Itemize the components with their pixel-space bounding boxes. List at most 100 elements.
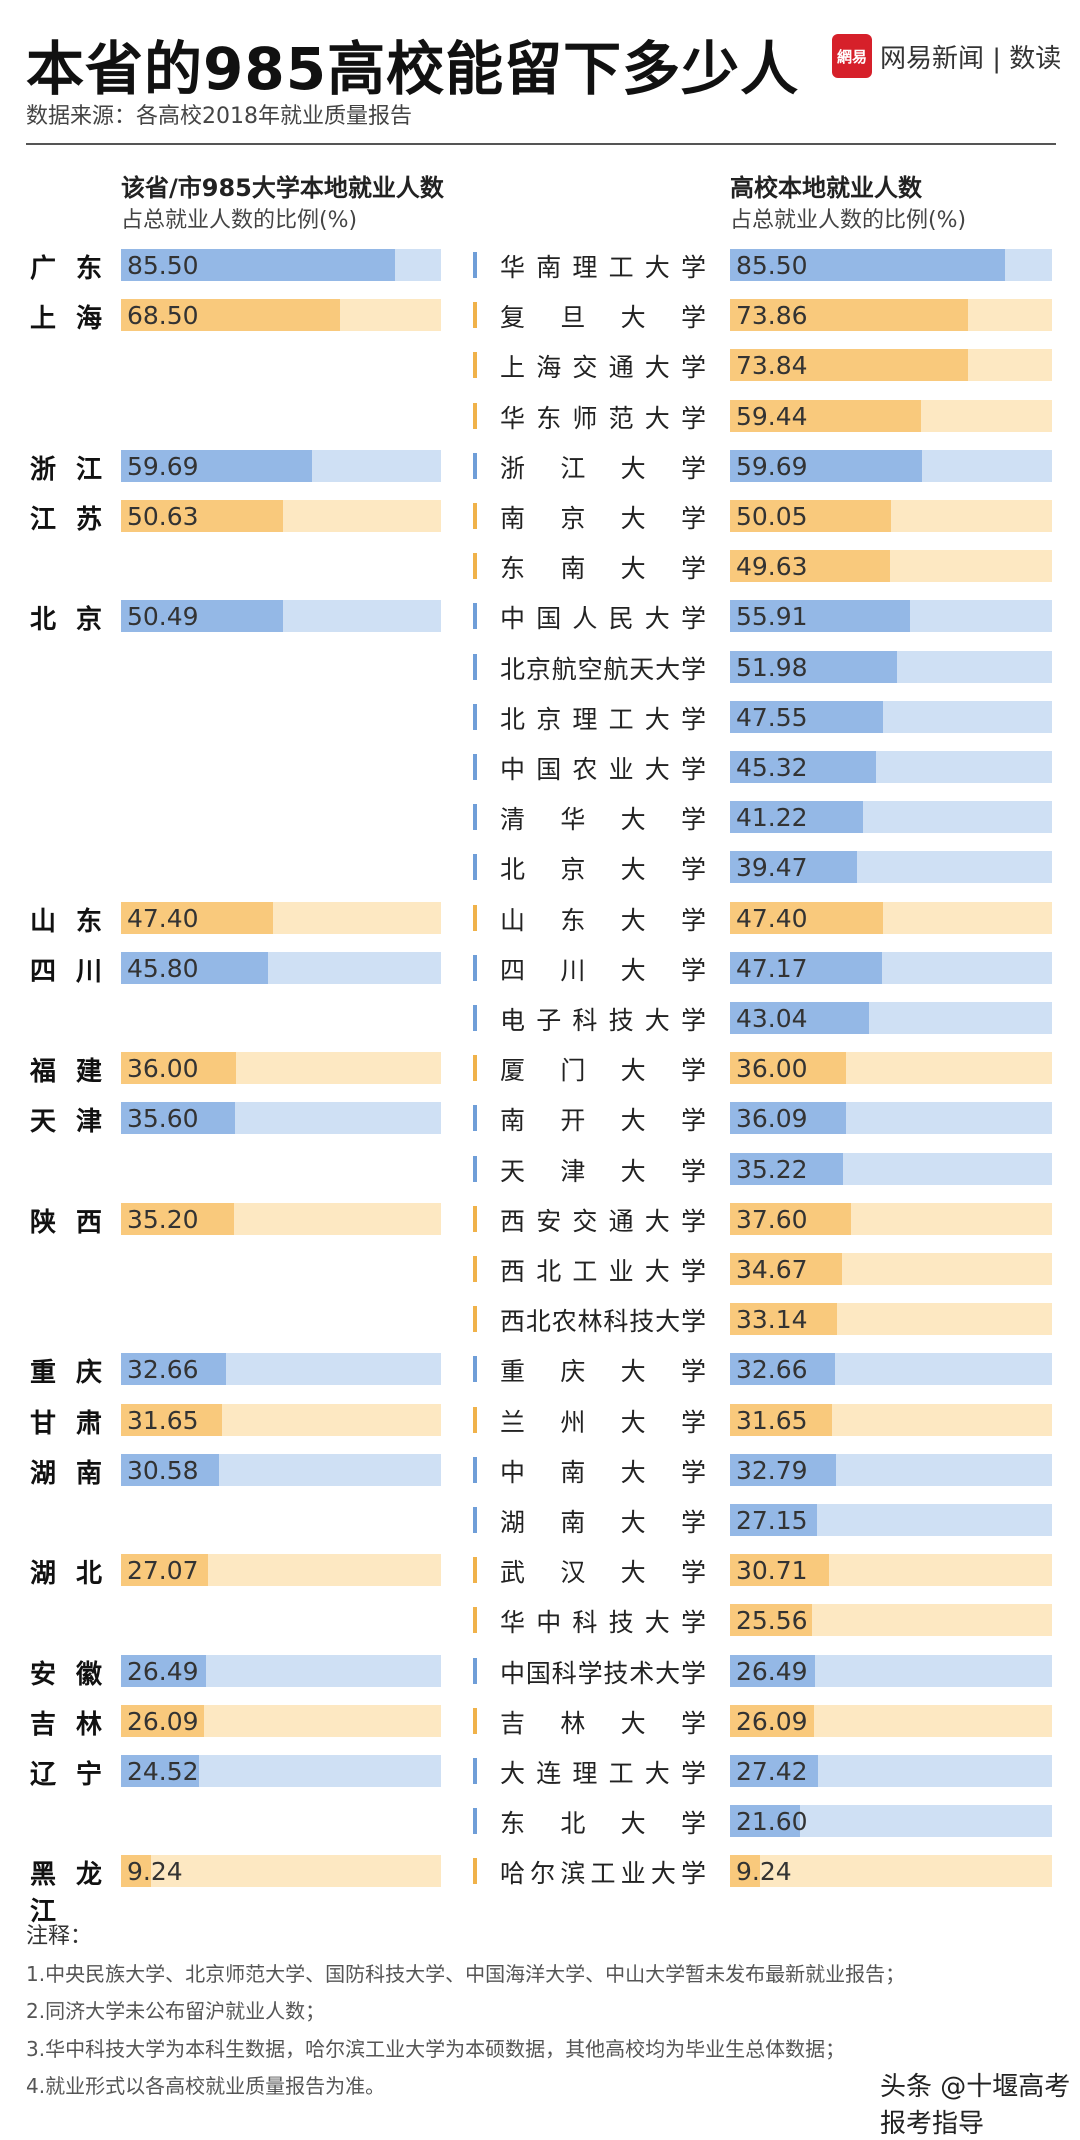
left-bar: 35.20 (121, 1202, 441, 1235)
netease-logo: 網易 网易新闻 | 数读 (832, 34, 1061, 78)
left-bar: 26.49 (121, 1654, 441, 1687)
bar-value: 30.71 (736, 1556, 808, 1586)
watermark: 头条 @十堰高考报考指导 (880, 2072, 1071, 2139)
right-bar: 43.04 (730, 1002, 1052, 1034)
table-row: 北京大学 39.47 (0, 842, 1080, 892)
group-marker (473, 1256, 477, 1282)
right-bar: 73.86 (730, 299, 1052, 332)
bar-value: 36.00 (736, 1054, 808, 1084)
bar-value: 26.49 (736, 1656, 808, 1686)
university-name: 吉林大学 (500, 1708, 706, 1738)
university-name: 山东大学 (500, 905, 706, 935)
left-bar: 31.65 (121, 1403, 441, 1436)
bar-fill (730, 650, 898, 683)
bar-fill (730, 1052, 846, 1085)
left-bar: 30.58 (121, 1453, 441, 1486)
group-marker (473, 1758, 477, 1784)
bar-value: 45.80 (127, 953, 199, 983)
province-label: 浙江 (30, 454, 102, 485)
group-marker (473, 1055, 477, 1082)
bar-value: 50.49 (127, 602, 199, 632)
bar-value: 33.14 (736, 1305, 808, 1335)
bar-value: 35.60 (127, 1104, 199, 1134)
table-row: 安徽 26.49 中国科学技术大学 26.49 (0, 1646, 1080, 1696)
bar-fill (730, 1504, 818, 1536)
bar-value: 26.49 (127, 1656, 199, 1686)
bar-value: 27.07 (127, 1556, 199, 1586)
bar-value: 59.69 (736, 451, 808, 481)
group-marker (473, 1607, 477, 1634)
right-bar: 36.09 (730, 1102, 1052, 1135)
bar-fill (730, 1654, 816, 1687)
table-row: 辽宁 24.52 大连理工大学 27.42 (0, 1746, 1080, 1796)
bar-fill (730, 1353, 836, 1386)
right-bar: 9.24 (730, 1855, 1052, 1888)
right-bar: 59.44 (730, 399, 1052, 432)
table-row: 上海交通大学 73.84 (0, 340, 1080, 390)
group-marker (473, 1456, 477, 1483)
left-bar: 32.66 (121, 1353, 441, 1386)
bar-fill (121, 500, 284, 532)
group-marker (473, 1356, 477, 1383)
university-name: 哈尔滨工业大学 (500, 1859, 706, 1889)
university-name: 中南大学 (500, 1457, 706, 1487)
bar-value: 43.04 (736, 1004, 808, 1033)
university-name: 北京航空航天大学 (500, 654, 706, 684)
university-name: 西北农林科技大学 (500, 1307, 706, 1337)
university-name: 兰州大学 (500, 1407, 706, 1437)
university-name: 东南大学 (500, 554, 706, 584)
right-bar: 41.22 (730, 801, 1052, 834)
group-marker (473, 1707, 477, 1734)
province-label: 四川 (30, 956, 102, 987)
group-marker (473, 1155, 477, 1182)
province-label: 安徽 (30, 1659, 102, 1690)
university-name: 清华大学 (500, 805, 706, 835)
university-name: 中国农业大学 (500, 755, 706, 784)
group-marker (473, 1557, 477, 1584)
bar-value: 9.24 (127, 1857, 183, 1887)
right-bar: 73.84 (730, 349, 1052, 382)
right-bar: 45.32 (730, 751, 1052, 783)
bar-fill (121, 1403, 223, 1436)
bar-value: 59.69 (127, 451, 199, 481)
right-bar: 47.17 (730, 951, 1052, 984)
left-bar: 45.80 (121, 951, 441, 984)
university-name: 南开大学 (500, 1106, 706, 1136)
bar-value: 47.40 (127, 903, 199, 933)
group-marker (473, 1406, 477, 1433)
bar-fill (121, 1052, 237, 1085)
left-bar: 26.09 (121, 1704, 441, 1737)
university-name: 湖南大学 (500, 1508, 706, 1537)
bar-fill (121, 901, 273, 934)
netease-logo-icon: 網易 (832, 34, 872, 78)
table-row: 湖南大学 27.15 (0, 1495, 1080, 1545)
bar-fill (730, 1855, 760, 1888)
right-column-subtitle: 占总就业人数的比例(%) (730, 208, 967, 233)
left-column-title: 该省/市985大学本地就业人数 (121, 174, 444, 202)
table-row: 华东师范大学 59.44 (0, 391, 1080, 441)
table-row: 清华大学 41.22 (0, 792, 1080, 842)
bar-fill (730, 449, 923, 482)
bar-fill (730, 1704, 814, 1737)
province-label: 重庆 (30, 1358, 102, 1389)
bar-value: 73.86 (736, 301, 808, 331)
bar-fill (730, 299, 968, 332)
bar-value: 9.24 (736, 1857, 792, 1887)
bar-fill (730, 901, 883, 934)
right-bar: 31.65 (730, 1403, 1052, 1436)
bar-value: 32.66 (127, 1355, 199, 1385)
bar-fill (730, 349, 968, 382)
university-name: 北京理工大学 (500, 704, 706, 734)
university-name: 电子科技大学 (500, 1006, 706, 1035)
bar-fill (730, 1755, 819, 1787)
bar-value: 26.09 (736, 1706, 808, 1736)
university-name: 上海交通大学 (500, 353, 706, 383)
table-row: 江苏 50.63 南京大学 50.05 (0, 491, 1080, 541)
right-bar: 27.15 (730, 1504, 1052, 1536)
bar-fill (730, 1403, 832, 1436)
group-marker (473, 904, 477, 931)
group-marker (473, 1858, 477, 1885)
bar-fill (121, 951, 268, 984)
group-marker (473, 653, 477, 680)
bar-value: 36.00 (127, 1054, 199, 1084)
